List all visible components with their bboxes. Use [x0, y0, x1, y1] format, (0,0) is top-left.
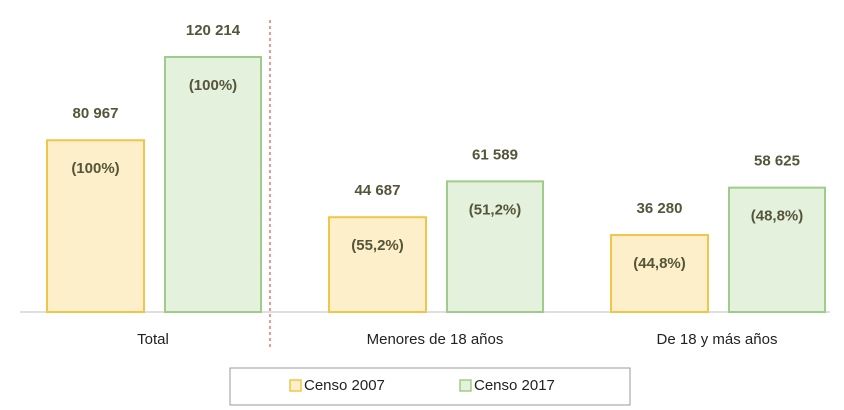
share-label: (55,2%): [351, 237, 404, 254]
value-label: 44 687: [355, 182, 401, 199]
share-label: (100%): [71, 160, 119, 177]
x-tick-label: Total: [137, 331, 169, 348]
value-label: 36 280: [637, 200, 683, 217]
bar: [610, 234, 709, 313]
legend-swatch: [289, 379, 302, 392]
value-label: 120 214: [186, 22, 241, 39]
x-tick-label: De 18 y más años: [657, 331, 778, 348]
bar: [328, 216, 427, 313]
x-tick-label: Menores de 18 años: [367, 331, 504, 348]
value-label: 58 625: [754, 153, 800, 170]
share-label: (100%): [189, 77, 237, 94]
share-label: (48,8%): [751, 208, 804, 225]
bar: [446, 180, 544, 313]
legend-label: Censo 2017: [474, 377, 555, 394]
bar: [164, 56, 262, 313]
bar: [728, 186, 826, 313]
legend-swatch: [459, 379, 472, 392]
share-label: (44,8%): [633, 255, 686, 272]
bar: [46, 139, 145, 313]
legend-label: Censo 2007: [304, 377, 385, 394]
share-label: (51,2%): [469, 201, 522, 218]
value-label: 61 589: [472, 146, 518, 163]
value-label: 80 967: [73, 105, 119, 122]
